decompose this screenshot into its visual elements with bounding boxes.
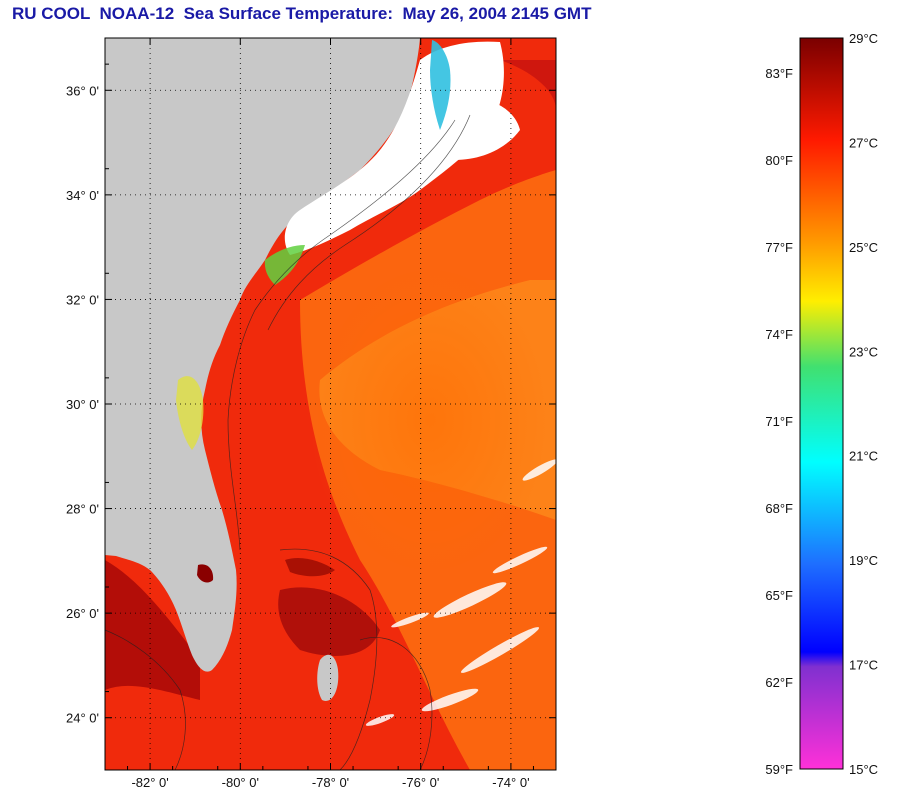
celsius-label: 21°C <box>849 449 878 464</box>
fahrenheit-label: 71°F <box>765 414 793 429</box>
fahrenheit-label: 74°F <box>765 327 793 342</box>
coastal-cold-fringe-florida <box>176 376 204 450</box>
map-ticks: 36° 0' 34° 0' 32° 0' 30° 0' 28° 0' 26° 0' 24° … <box>66 38 556 790</box>
celsius-label: 25°C <box>849 240 878 255</box>
fahrenheit-label: 62°F <box>765 675 793 690</box>
north-dark-patch <box>500 60 556 110</box>
lat-tick-label: 32° 0' <box>66 292 99 307</box>
fahrenheit-label: 68°F <box>765 501 793 516</box>
cape-cloud-area <box>450 95 520 160</box>
lat-tick-label: 30° 0' <box>66 397 99 412</box>
gulf-dark-patch <box>105 560 200 700</box>
fahrenheit-label: 83°F <box>765 66 793 81</box>
lake-okeechobee <box>197 564 214 583</box>
coastal-cold-fringe-carolina <box>264 245 305 285</box>
lon-tick-label: -80° 0' <box>222 775 259 790</box>
fahrenheit-label: 77°F <box>765 240 793 255</box>
fahrenheit-label: 65°F <box>765 588 793 603</box>
lon-tick-label: -76° 0' <box>402 775 439 790</box>
grand-bahama-island <box>285 558 335 577</box>
colorbar-labels: 29°C 27°C 25°C 23°C 21°C 19°C 17°C 15°C 83°F 80°F… <box>765 31 878 777</box>
lat-tick-label: 36° 0' <box>66 83 99 98</box>
lon-tick-label: -78° 0' <box>312 775 349 790</box>
map-panel: 36° 0' 34° 0' 32° 0' 30° 0' 28° 0' 26° 0' 24° … <box>66 37 558 790</box>
fahrenheit-label: 59°F <box>765 762 793 777</box>
fahrenheit-label: 80°F <box>765 153 793 168</box>
offshore-clouds <box>365 459 558 726</box>
page-title: RU COOL NOAA-12 Sea Surface Temperature:… <box>12 4 592 23</box>
celsius-label: 23°C <box>849 344 878 359</box>
celsius-label: 27°C <box>849 135 878 150</box>
gulf-stream-glow <box>310 260 550 580</box>
us-land <box>105 38 420 672</box>
depth-contours <box>104 114 471 771</box>
celsius-label: 17°C <box>849 658 878 673</box>
celsius-label: 29°C <box>849 31 878 46</box>
lat-tick-label: 34° 0' <box>66 188 99 203</box>
celsius-label: 19°C <box>849 553 878 568</box>
lat-tick-label: 26° 0' <box>66 606 99 621</box>
lon-tick-label: -74° 0' <box>492 775 529 790</box>
lon-tick-label: -82° 0' <box>131 775 168 790</box>
lat-tick-label: 28° 0' <box>66 502 99 517</box>
colorbar-scale <box>799 37 844 770</box>
lat-tick-label: 24° 0' <box>66 711 99 726</box>
colorbar: 29°C 27°C 25°C 23°C 21°C 19°C 17°C 15°C 83°F 80°F… <box>765 31 878 777</box>
map-grid <box>105 38 556 770</box>
celsius-label: 15°C <box>849 762 878 777</box>
coastal-cold-fringe-north <box>430 40 451 130</box>
bahamas-dark-patch <box>278 587 380 656</box>
andros-island <box>317 654 339 701</box>
